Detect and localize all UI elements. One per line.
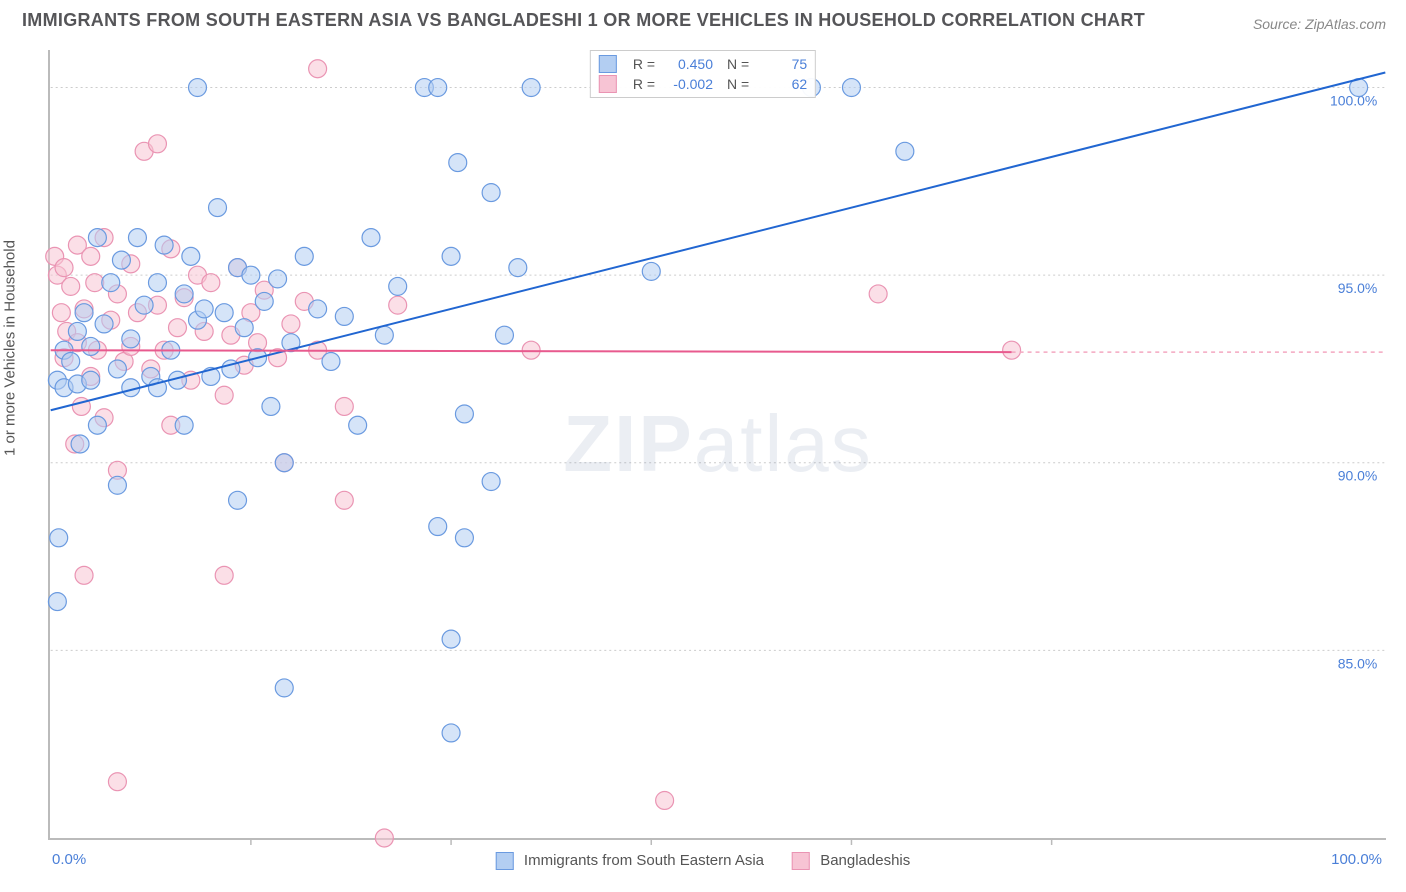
stats-n-label-a: N = (727, 56, 749, 72)
svg-text:95.0%: 95.0% (1338, 280, 1378, 296)
stats-swatch-b (599, 75, 617, 93)
stats-n-label-b: N = (727, 76, 749, 92)
stats-swatch-a (599, 55, 617, 73)
legend-swatch-a (496, 852, 514, 870)
stats-row-series-a: R = 0.450 N = 75 (599, 54, 807, 74)
stats-r-label-b: R = (633, 76, 655, 92)
legend-swatch-b (792, 852, 810, 870)
legend-label-a: Immigrants from South Eastern Asia (524, 852, 764, 869)
bottom-legend: Immigrants from South Eastern Asia Bangl… (496, 852, 911, 870)
stats-n-value-a: 75 (755, 56, 807, 72)
stats-r-value-a: 0.450 (661, 56, 713, 72)
svg-text:90.0%: 90.0% (1338, 468, 1378, 484)
x-axis-max-label: 100.0% (1331, 851, 1382, 868)
legend-item-b: Bangladeshis (792, 852, 910, 870)
y-axis-label: 1 or more Vehicles in Household (2, 436, 19, 456)
chart-svg: 85.0%90.0%95.0%100.0% (50, 50, 1386, 838)
source-label: Source: ZipAtlas.com (1253, 16, 1386, 32)
chart-title: IMMIGRANTS FROM SOUTH EASTERN ASIA VS BA… (22, 10, 1145, 31)
stats-r-label-a: R = (633, 56, 655, 72)
stats-n-value-b: 62 (755, 76, 807, 92)
stats-row-series-b: R = -0.002 N = 62 (599, 74, 807, 94)
stats-legend-box: R = 0.450 N = 75 R = -0.002 N = 62 (590, 50, 816, 98)
svg-text:85.0%: 85.0% (1338, 655, 1378, 671)
legend-label-b: Bangladeshis (820, 852, 910, 869)
chart-plot-area: ZIPatlas 85.0%90.0%95.0%100.0% (48, 50, 1386, 840)
stats-r-value-b: -0.002 (661, 76, 713, 92)
x-axis-min-label: 0.0% (52, 851, 86, 868)
legend-item-a: Immigrants from South Eastern Asia (496, 852, 764, 870)
